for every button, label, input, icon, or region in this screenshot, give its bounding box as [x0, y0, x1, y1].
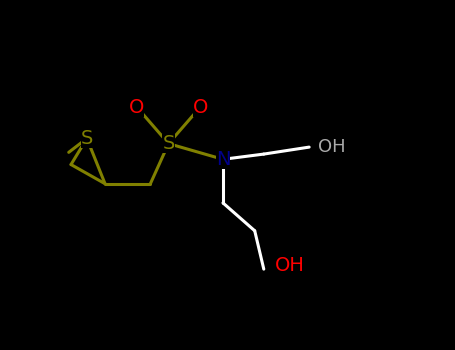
Text: O: O — [192, 98, 208, 117]
Text: OH: OH — [318, 138, 346, 156]
Text: S: S — [81, 129, 93, 148]
Text: N: N — [216, 150, 230, 169]
Text: OH: OH — [275, 256, 305, 275]
Text: S: S — [162, 134, 175, 153]
Text: O: O — [129, 98, 145, 117]
